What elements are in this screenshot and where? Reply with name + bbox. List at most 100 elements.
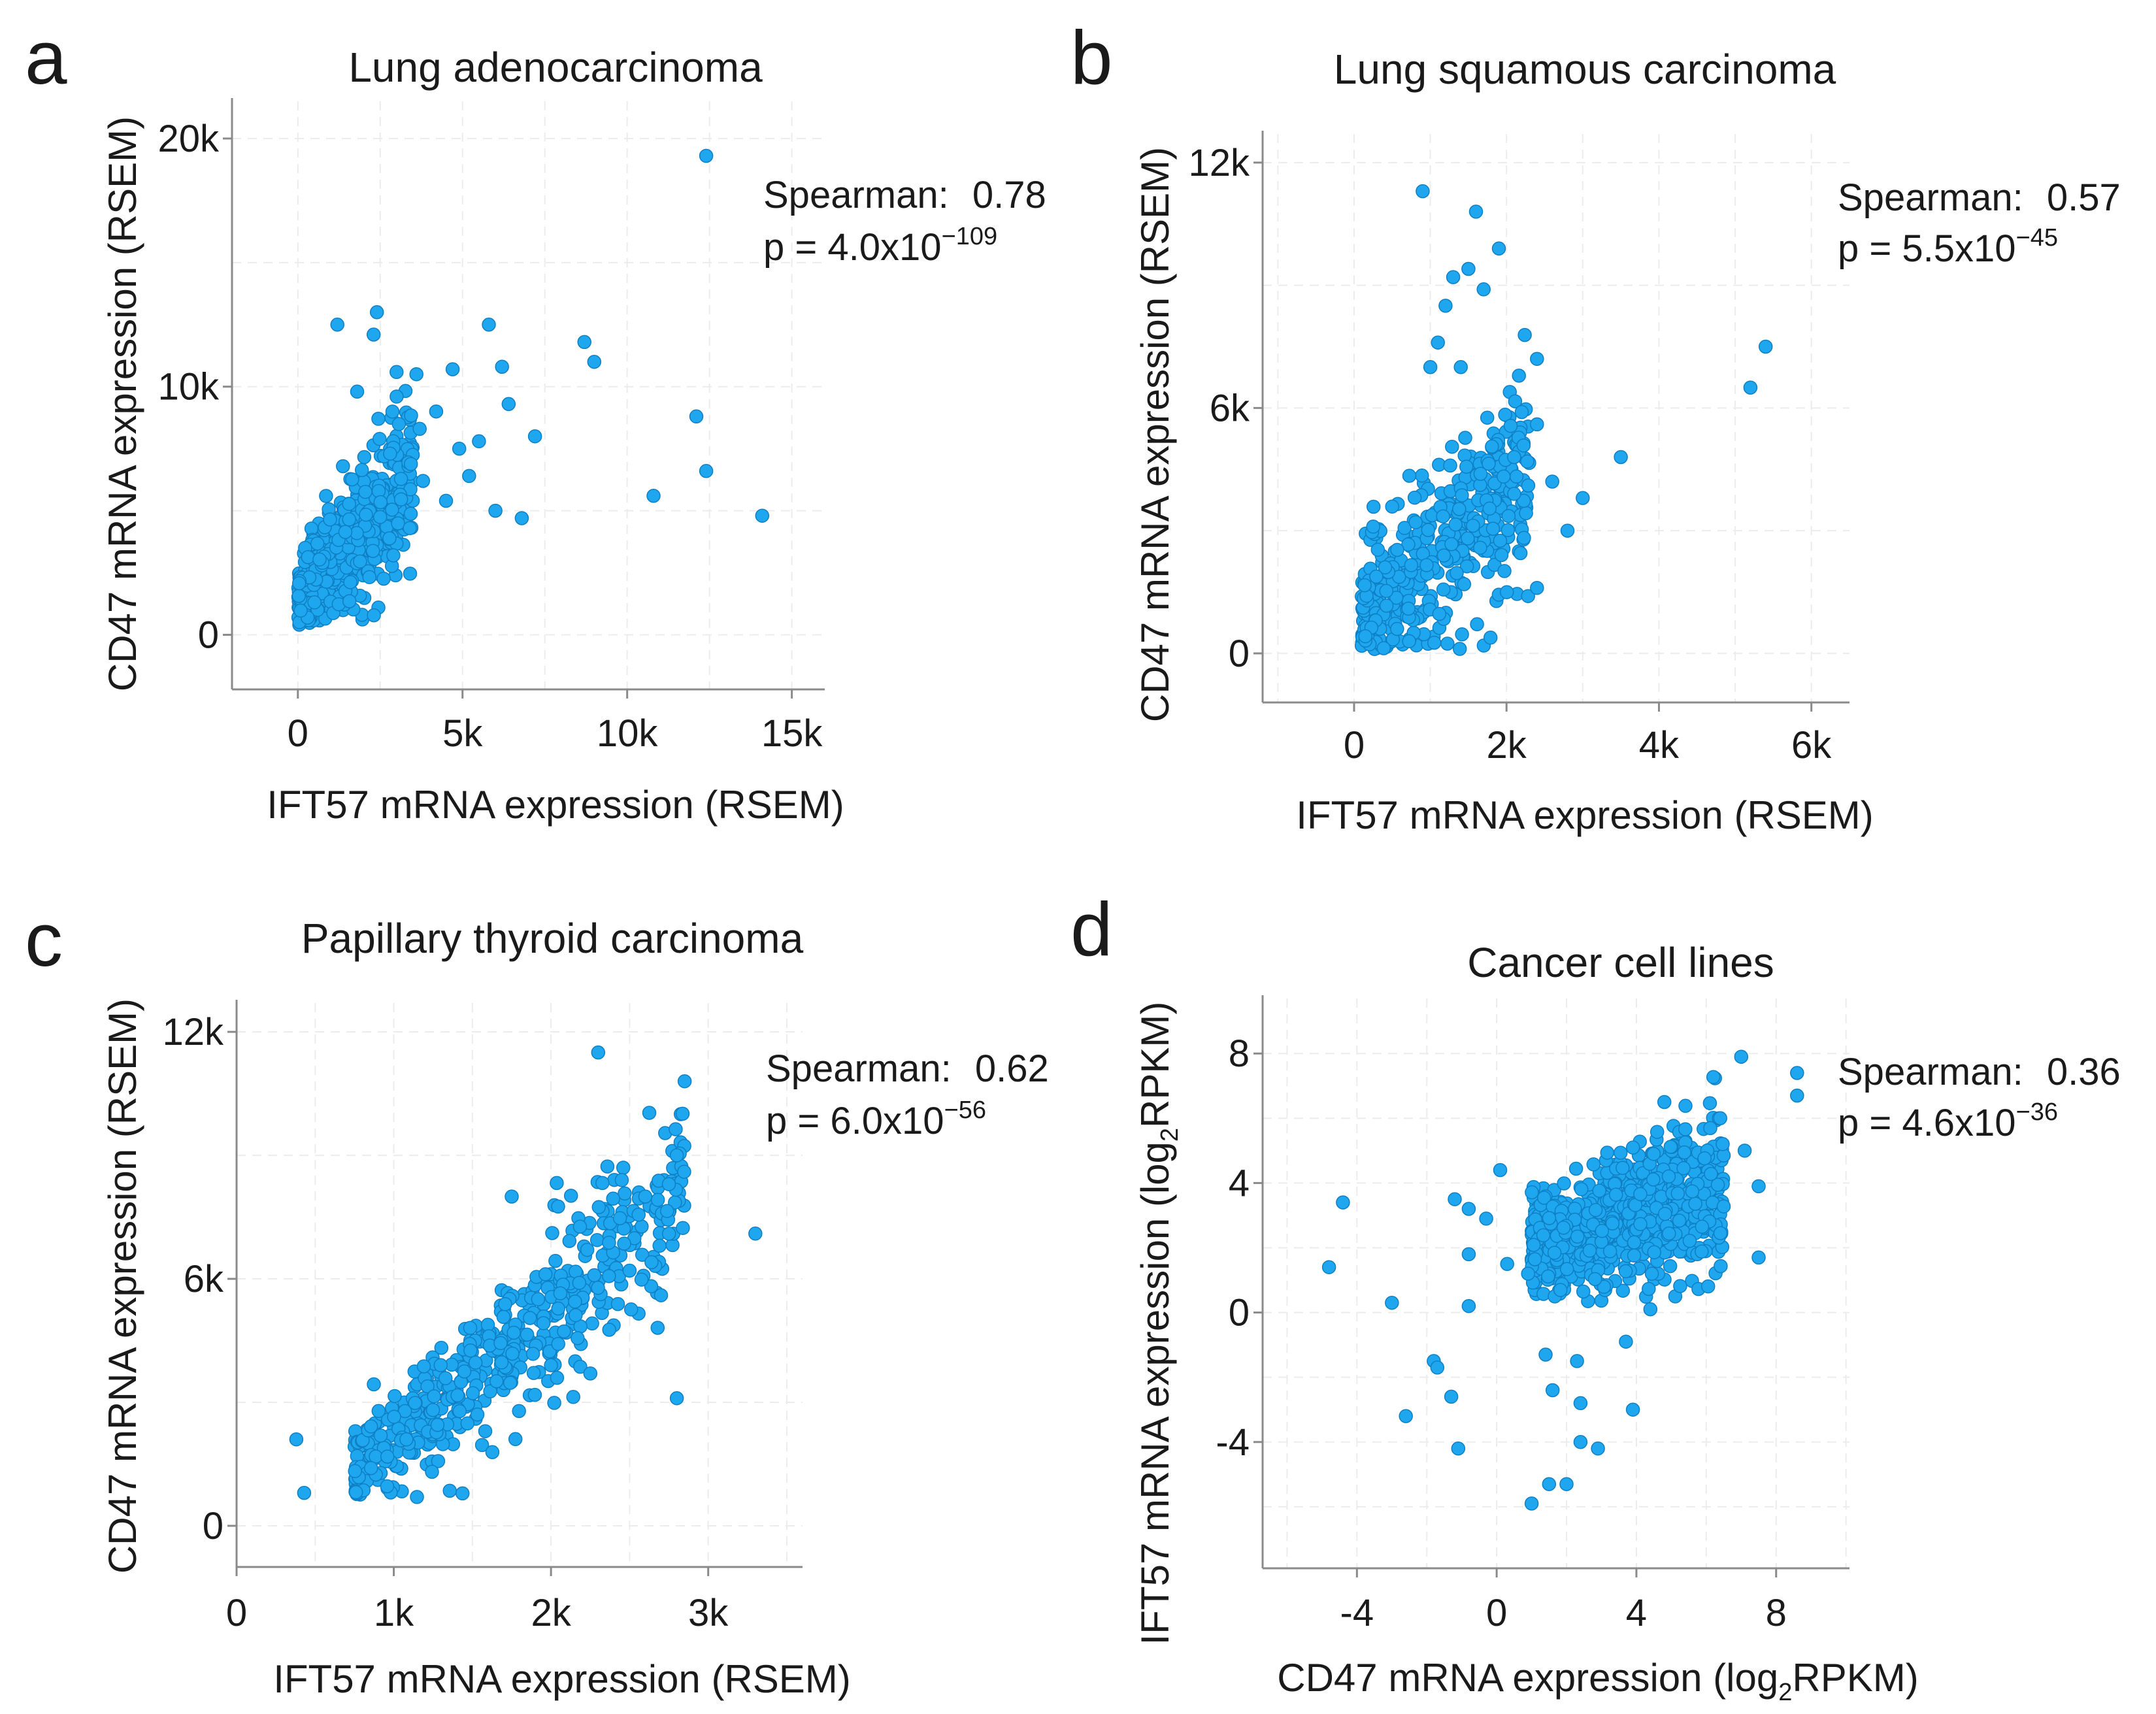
- data-point: [297, 1485, 312, 1500]
- x-tick-label: 10k: [597, 712, 659, 755]
- data-point: [336, 459, 350, 474]
- x-axis-label-d: CD47 mRNA expression (log2RPKM): [1277, 1656, 1918, 1706]
- data-point: [1695, 1219, 1710, 1234]
- data-point: [550, 1370, 565, 1385]
- data-point: [1450, 566, 1464, 580]
- data-point: [1358, 629, 1372, 644]
- data-point: [1336, 1195, 1350, 1210]
- x-tick-label: 15k: [761, 712, 823, 755]
- data-point: [1466, 518, 1480, 533]
- data-point: [669, 1148, 684, 1162]
- data-point: [388, 1389, 402, 1404]
- data-point: [465, 1386, 480, 1400]
- data-point: [1432, 606, 1447, 621]
- data-point: [1385, 1295, 1399, 1310]
- data-point: [1321, 1260, 1336, 1274]
- data-point: [1670, 1186, 1685, 1201]
- data-point: [1542, 1477, 1557, 1491]
- data-point: [1385, 499, 1399, 514]
- data-point: [397, 1404, 412, 1419]
- data-point: [403, 521, 417, 535]
- data-point: [1682, 1234, 1697, 1248]
- data-point: [408, 1396, 422, 1410]
- y-tick-label: 6k: [184, 1258, 224, 1300]
- data-point: [319, 489, 333, 503]
- data-point: [1517, 327, 1532, 342]
- data-point: [602, 1269, 616, 1283]
- data-point: [1436, 509, 1450, 523]
- spearman-text-c: Spearman: 0.62: [766, 1047, 1049, 1090]
- data-point: [591, 1281, 605, 1295]
- data-point: [527, 429, 542, 444]
- p-exponent-a: −109: [942, 223, 998, 250]
- data-point: [1697, 1151, 1712, 1166]
- p-value-a: p = 4.0x10: [763, 226, 942, 269]
- data-point: [1397, 521, 1412, 535]
- y-tick-label: 8: [1229, 1032, 1250, 1075]
- data-point: [595, 1176, 610, 1191]
- data-point: [1706, 1070, 1721, 1084]
- data-point: [289, 1432, 304, 1447]
- data-point: [623, 1302, 639, 1317]
- data-point: [642, 1106, 657, 1120]
- data-point: [1545, 1383, 1560, 1398]
- data-point: [1576, 1284, 1591, 1299]
- data-point: [291, 576, 307, 591]
- data-point: [1370, 542, 1385, 557]
- data-point: [357, 450, 372, 465]
- x-tick-label: 0: [288, 712, 308, 755]
- data-point: [291, 589, 307, 603]
- data-point: [526, 1366, 541, 1380]
- data-point: [482, 318, 496, 332]
- data-point: [460, 1416, 475, 1431]
- data-point: [1476, 282, 1491, 297]
- data-point: [1446, 270, 1461, 284]
- data-point: [416, 1359, 431, 1374]
- data-point: [1614, 450, 1628, 465]
- spearman-value-b: 0.57: [2047, 176, 2121, 219]
- data-point: [488, 503, 503, 518]
- spearman-value-d: 0.36: [2047, 1051, 2121, 1093]
- spearman-label-c: Spearman:: [766, 1047, 952, 1090]
- data-point: [501, 397, 516, 412]
- data-point: [1613, 1145, 1628, 1160]
- data-point: [373, 431, 387, 446]
- x-tick-label: 0: [1486, 1592, 1507, 1634]
- data-point: [1643, 1302, 1658, 1317]
- data-point: [323, 512, 337, 527]
- data-point: [514, 511, 529, 525]
- y-axis-label-a: CD47 mRNA expression (RSEM): [101, 116, 144, 691]
- data-point: [1389, 590, 1404, 605]
- data-point: [1663, 1259, 1678, 1274]
- data-point: [425, 1464, 439, 1479]
- data-point: [545, 1226, 559, 1240]
- data-point: [1485, 439, 1499, 454]
- data-point: [363, 1460, 378, 1475]
- panel-letter-d: d: [1070, 887, 1113, 972]
- data-point: [1673, 1279, 1687, 1293]
- data-point: [1619, 1334, 1633, 1349]
- data-point: [1625, 1402, 1640, 1417]
- data-point: [1461, 1247, 1476, 1262]
- data-point: [1390, 542, 1404, 557]
- data-point: [1559, 1262, 1574, 1276]
- data-point: [425, 1403, 440, 1417]
- data-point: [1625, 1140, 1640, 1155]
- data-point: [1452, 502, 1467, 516]
- data-point: [1408, 515, 1423, 529]
- data-point: [1461, 1298, 1476, 1313]
- data-point: [431, 1454, 446, 1468]
- data-point: [1402, 469, 1417, 483]
- data-point: [1743, 380, 1758, 395]
- data-point: [1427, 635, 1442, 650]
- data-point: [1582, 1244, 1597, 1258]
- data-point: [1512, 369, 1526, 383]
- data-point: [1559, 1477, 1574, 1491]
- data-point: [1618, 1264, 1633, 1279]
- y-axis-label-d-part2: RPKM): [1133, 1002, 1177, 1128]
- data-point: [1500, 1257, 1514, 1272]
- data-point: [1526, 1238, 1541, 1252]
- data-point: [489, 1374, 504, 1389]
- data-point: [485, 1445, 500, 1460]
- data-point: [409, 367, 423, 382]
